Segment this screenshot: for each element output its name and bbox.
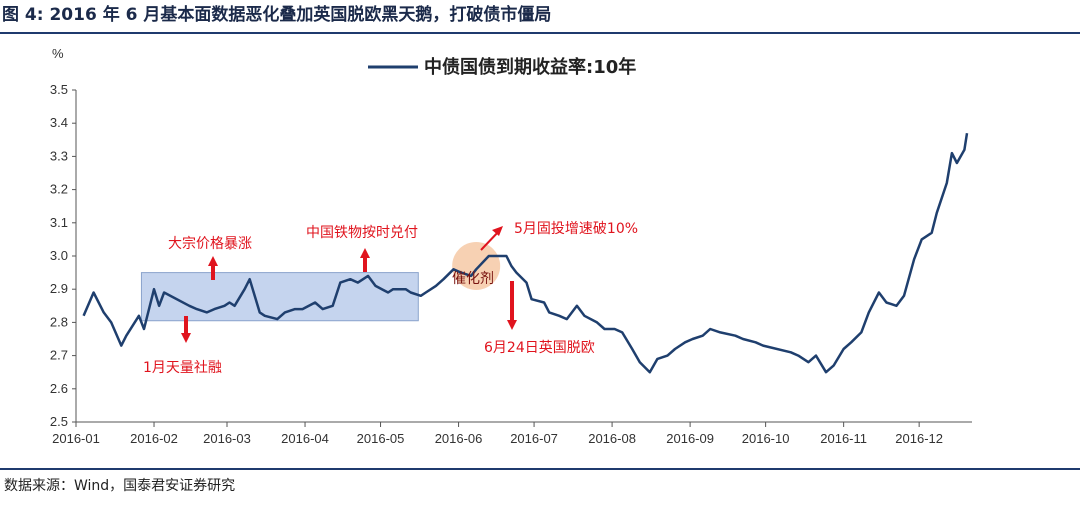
x-tick-label: 2016-03	[203, 431, 251, 446]
x-tick-label: 2016-01	[52, 431, 100, 446]
x-tick-label: 2016-08	[588, 431, 636, 446]
figure-title: 图 4: 2016 年 6 月基本面数据恶化叠加英国脱欧黑天鹅，打破债市僵局	[2, 5, 552, 25]
x-tick-label: 2016-12	[895, 431, 943, 446]
x-tick-label: 2016-07	[510, 431, 558, 446]
top-rule	[0, 32, 1080, 34]
x-tick-label: 2016-11	[820, 431, 867, 446]
legend-label: 中债国债到期收益率:10年	[424, 56, 636, 78]
x-tick-label: 2016-04	[281, 431, 329, 446]
y-tick-label: 2.9	[50, 281, 68, 296]
annotation-january-tsf: 1月天量社融	[143, 360, 222, 376]
y-tick-label: 3.0	[50, 248, 68, 263]
y-tick-label: 2.8	[50, 314, 68, 329]
catalyst-circle	[452, 241, 501, 290]
arrow-head-icon	[492, 226, 503, 236]
source-note: 数据来源：Wind，国泰君安证券研究	[4, 478, 236, 494]
y-tick-label: 3.4	[50, 115, 68, 130]
annotations: 大宗价格暴涨 中国铁物按时兑付 1月天量社融 5月固投增速破10% 6月24日英…	[143, 221, 638, 376]
yield-line-series	[82, 133, 969, 374]
range-band	[140, 272, 419, 322]
arrow-down-icon	[507, 281, 517, 330]
arrow-up-icon	[360, 248, 370, 272]
arrow-up-icon	[208, 256, 218, 280]
y-ticks: 2.5 2.6 2.7 2.8 2.9 3.0 3.1 3.2 3.3 3.4 3.5	[50, 82, 76, 429]
x-tick-label: 2016-05	[357, 431, 405, 446]
x-tick-label: 2016-06	[435, 431, 483, 446]
x-tick-label: 2016-09	[666, 431, 714, 446]
arrow-down-icon	[181, 316, 191, 343]
annotation-catalyst: 催化剂	[452, 271, 494, 287]
y-unit-label: %	[52, 46, 64, 61]
annotation-brexit: 6月24日英国脱欧	[484, 339, 595, 356]
bottom-rule	[0, 468, 1080, 470]
x-tick-label: 2016-10	[742, 431, 790, 446]
y-tick-label: 3.3	[50, 148, 68, 163]
annotation-may-fai: 5月固投增速破10%	[514, 221, 638, 237]
annotation-commodity-surge: 大宗价格暴涨	[168, 236, 252, 252]
y-tick-label: 3.5	[50, 82, 68, 97]
y-tick-label: 2.5	[50, 414, 68, 429]
annotation-cmst-repayment: 中国铁物按时兑付	[306, 225, 418, 241]
x-tick-label: 2016-02	[130, 431, 178, 446]
y-tick-label: 3.1	[50, 215, 68, 230]
y-tick-label: 2.6	[50, 381, 68, 396]
y-tick-label: 2.7	[50, 348, 68, 363]
y-tick-label: 3.2	[50, 182, 68, 197]
x-ticks: 2016-01 2016-02 2016-03 2016-04 2016-05 2016-…	[52, 422, 943, 446]
